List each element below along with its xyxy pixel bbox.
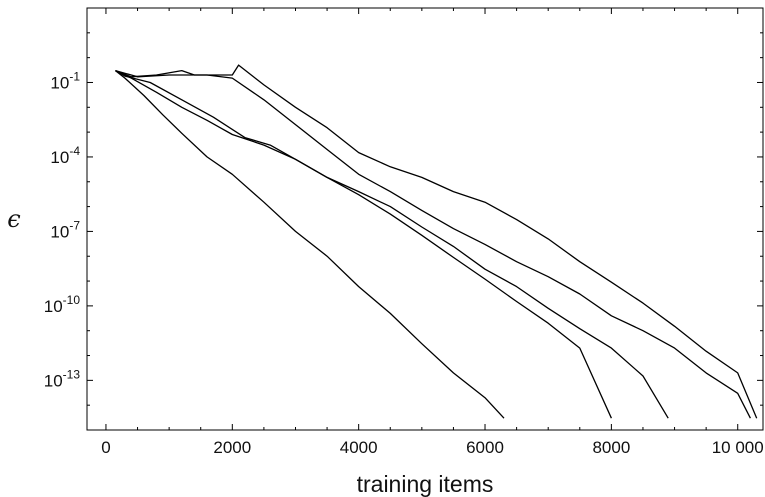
tick-labels: 0 2000 4000 6000 8000 10 000 10-1 10-4 10-7 10-10… — [44, 69, 764, 457]
series-line-1 — [114, 70, 505, 419]
x-tick-label: 10 000 — [712, 438, 764, 457]
x-tick-label: 2000 — [213, 438, 251, 457]
axis-ticks — [87, 7, 763, 431]
x-tick-label: 6000 — [466, 438, 504, 457]
x-tick-label: 0 — [101, 438, 110, 457]
y-tick-label: 10-10 — [44, 293, 81, 316]
series-line-5 — [115, 64, 758, 419]
y-tick-label: 10-4 — [50, 144, 80, 167]
x-tick-label: 4000 — [340, 438, 378, 457]
y-axis-label: ϵ — [7, 205, 20, 233]
series-line-2 — [115, 70, 612, 419]
y-tick-label: 10-1 — [50, 69, 80, 92]
plot-frame — [86, 7, 764, 431]
y-tick-label: 10-7 — [50, 218, 80, 241]
plot-border — [86, 7, 764, 431]
series-line-4 — [115, 69, 751, 419]
y-tick-label: 10-13 — [44, 367, 81, 390]
x-axis-label: training items — [357, 471, 494, 497]
x-tick-label: 8000 — [592, 438, 630, 457]
series-line-3 — [115, 70, 669, 419]
series-lines — [114, 64, 758, 419]
